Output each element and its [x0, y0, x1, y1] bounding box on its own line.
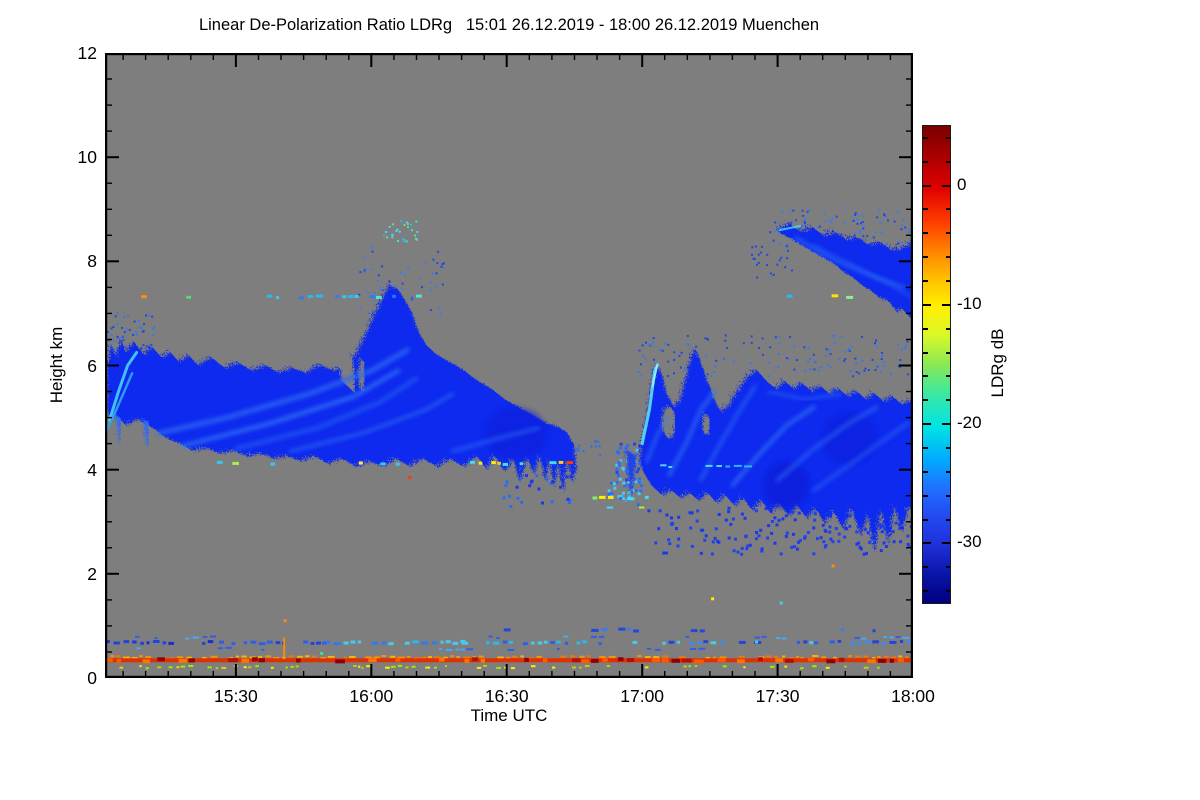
- y-tick-label: 10: [77, 147, 97, 168]
- colorbar-tick: [945, 470, 950, 473]
- x-tick-label: 16:00: [349, 686, 394, 706]
- colorbar-tick: [945, 280, 950, 283]
- colorbar-tick: [923, 351, 928, 354]
- colorbar-tick: [923, 542, 931, 545]
- colorbar-tick: [945, 566, 950, 569]
- colorbar-tick: [923, 303, 931, 306]
- colorbar-tick: [945, 351, 950, 354]
- colorbar-tick: [945, 399, 950, 402]
- colorbar-tick-label: 0: [957, 174, 967, 194]
- colorbar-tick: [923, 590, 928, 593]
- colorbar-tick: [923, 327, 928, 330]
- colorbar: [922, 125, 951, 604]
- y-tick-label: 0: [87, 668, 97, 688]
- colorbar-tick: [945, 136, 950, 139]
- colorbar-tick: [923, 566, 928, 569]
- y-tick-label: 2: [87, 563, 97, 584]
- colorbar-tick: [945, 590, 950, 593]
- colorbar-tick: [945, 446, 950, 449]
- colorbar-tick: [923, 518, 928, 521]
- colorbar-tick: [945, 160, 950, 163]
- colorbar-tick: [923, 136, 928, 139]
- colorbar-tick: [923, 470, 928, 473]
- colorbar-label: LDRg dB: [988, 328, 1007, 398]
- x-tick-label: 15:30: [213, 686, 258, 706]
- colorbar-tick: [945, 375, 950, 378]
- colorbar-tick: [923, 184, 931, 187]
- colorbar-tick: [923, 375, 928, 378]
- colorbar-tick-label: -10: [957, 293, 982, 313]
- colorbar-tick: [945, 208, 950, 211]
- colorbar-tick: [923, 208, 928, 211]
- y-tick-label: 8: [87, 251, 97, 272]
- colorbar-tick: [923, 494, 928, 497]
- colorbar-tick: [923, 446, 928, 449]
- y-tick-label: 12: [77, 43, 97, 63]
- colorbar-tick: [945, 327, 950, 330]
- x-tick-label: 17:30: [755, 686, 800, 706]
- colorbar-tick: [923, 256, 928, 259]
- colorbar-tick: [923, 160, 928, 163]
- colorbar-tick: [942, 303, 950, 306]
- colorbar-tick-label: -30: [957, 532, 982, 552]
- colorbar-tick: [942, 184, 950, 187]
- x-axis-label: Time UTC: [470, 706, 548, 725]
- y-tick-label: 6: [87, 355, 97, 376]
- colorbar-tick: [923, 280, 928, 283]
- colorbar-tick: [923, 423, 931, 426]
- x-tick-label: 18:00: [891, 686, 935, 706]
- colorbar-tick: [945, 256, 950, 259]
- x-tick-label: 16:30: [484, 686, 529, 706]
- chart-title: Linear De-Polarization Ratio LDRg 15:01 …: [198, 16, 820, 34]
- colorbar-tick: [942, 423, 950, 426]
- colorbar-tick: [945, 494, 950, 497]
- colorbar-tick: [923, 399, 928, 402]
- colorbar-tick: [942, 542, 950, 545]
- colorbar-tick: [945, 518, 950, 521]
- plot-area: [105, 53, 913, 678]
- x-tick-label: 17:00: [620, 686, 665, 706]
- y-tick-label: 4: [87, 459, 97, 480]
- colorbar-tick-label: -20: [957, 413, 982, 433]
- colorbar-tick: [945, 232, 950, 235]
- colorbar-tick: [923, 232, 928, 235]
